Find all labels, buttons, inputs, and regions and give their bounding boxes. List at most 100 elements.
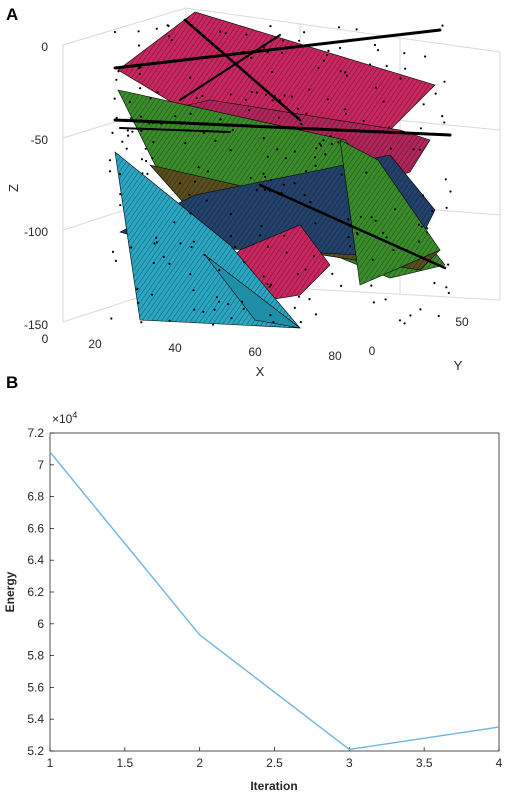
scatter-point [290,95,293,98]
scatter-point [314,164,317,167]
y-tick-label: 6.8 [27,490,44,504]
scatter-point [189,273,192,276]
scatter-point [250,56,253,59]
scatter-point [234,245,237,249]
panel-a: A [6,5,501,379]
scatter-point [151,293,154,296]
scatter-point [232,128,235,132]
scatter-point [272,321,275,324]
scatter-point [382,100,385,103]
scatter-point [345,74,348,77]
scatter-point [263,46,266,49]
scatter-point [313,156,317,159]
scatter-point [119,193,122,196]
scatter-point [245,33,248,36]
y-exponent: ×104 [52,410,77,426]
scatter-point [140,321,143,324]
z-tick: 0 [41,40,48,54]
scatter-point [192,240,196,243]
scatter-point [269,25,272,28]
scatter-point [330,142,333,145]
scatter-point [356,231,359,235]
scatter-point [222,131,225,134]
scatter-point [269,178,273,182]
scatter-point [445,286,448,289]
scatter-point [403,52,406,55]
x-tick-label: 1 [47,756,54,770]
scatter-point [195,97,198,100]
scatter-point [184,142,187,145]
scatter-point [447,263,450,266]
scatter-point [205,199,208,202]
scatter-point [152,141,155,144]
scatter-point [308,298,311,301]
scatter-point [140,129,143,132]
scatter-point [319,144,323,147]
scatter-point [212,323,215,326]
y-tick-label: 5.8 [27,649,44,663]
scatter-point [205,129,208,132]
scatter-point [117,70,120,73]
scatter-point [268,285,271,288]
scatter-point [419,127,422,130]
scatter-point [392,249,395,252]
z-axis-label: Z [6,184,21,192]
y-tick-label: 7.2 [27,426,44,440]
scatter-point [110,317,113,320]
scatter-point [403,322,406,325]
scatter-point [260,225,263,228]
scatter-point [322,139,325,142]
scatter-point [141,172,144,175]
panel-b-letter: B [6,373,18,392]
scatter-point [389,147,392,150]
scatter-point [262,172,265,175]
scatter-point [337,141,340,144]
scatter-point [283,234,286,237]
y-tick-label: 5.4 [27,712,44,726]
scatter-point [168,262,171,265]
scatter-point [426,231,429,234]
scatter-point [404,67,407,70]
y-tick-label: 7 [37,458,44,472]
scatter-point [398,319,402,322]
scatter-point [419,148,422,151]
scatter-point [399,77,402,80]
scatter-point [420,225,423,228]
panel-a-x-ticks: 0 20 40 60 80 [42,332,342,363]
scatter-point [280,51,284,55]
scatter-point [155,236,158,239]
panel-a-letter: A [6,5,18,24]
scatter-point [339,70,342,73]
scatter-point [244,98,247,101]
scatter-point [426,227,429,230]
y-tick-label: 6.2 [27,585,44,599]
scatter-point [227,303,230,306]
scatter-point [374,219,377,222]
scatter-point [340,284,343,287]
scatter-point [283,94,286,97]
scatter-point [299,320,302,324]
scatter-point [189,112,192,115]
scatter-point [128,100,131,104]
scatter-point [325,53,328,56]
scatter-point [111,250,115,253]
scatter-point [108,159,112,162]
x-tick-label: 3.5 [416,756,433,770]
scatter-point [337,26,341,29]
scatter-point [115,116,118,119]
y-tick-label: 5.6 [27,680,44,694]
scatter-point [347,236,350,239]
scatter-point [293,182,296,185]
x-axis-label-iteration: Iteration [250,779,297,793]
scatter-point [167,24,170,27]
scatter-point [281,39,284,42]
x-tick: 60 [248,345,262,359]
scatter-point [160,122,163,125]
scatter-point [189,76,192,79]
scatter-point [381,231,385,234]
scatter-point [398,246,401,250]
scatter-point [278,99,281,102]
x-tick: 40 [168,341,182,355]
scatter-point [137,30,140,33]
scatter-point [193,180,196,183]
